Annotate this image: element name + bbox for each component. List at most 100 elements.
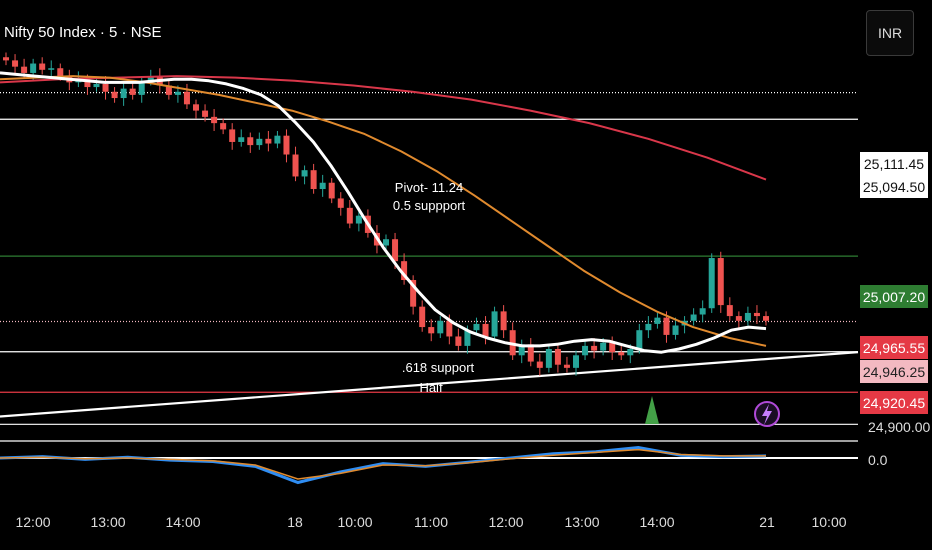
trend-line bbox=[0, 351, 859, 418]
candle-body bbox=[93, 83, 100, 88]
candle-body bbox=[699, 308, 706, 315]
price-label-24900: 24,900.00 bbox=[868, 419, 931, 435]
x-tick-label: 21 bbox=[759, 514, 775, 530]
candle-body bbox=[735, 316, 742, 321]
candle-body bbox=[536, 361, 543, 368]
candle-body bbox=[545, 349, 552, 368]
candle-body bbox=[346, 207, 353, 224]
candle-body bbox=[591, 345, 598, 351]
x-tick-label: 10:00 bbox=[811, 514, 847, 530]
x-tick-label: 12:00 bbox=[488, 514, 524, 530]
candle-body bbox=[102, 83, 109, 92]
candle-body bbox=[582, 345, 589, 356]
candle-body bbox=[527, 344, 534, 362]
x-tick-label: 14:00 bbox=[639, 514, 675, 530]
candle-body bbox=[129, 88, 136, 95]
x-tick-label: 13:00 bbox=[90, 514, 126, 530]
candle-body bbox=[708, 258, 715, 309]
price-tag-24920: 24,920.45 bbox=[860, 391, 928, 414]
price-tag-25007: 25,007.20 bbox=[860, 285, 928, 308]
candle-body bbox=[600, 342, 607, 351]
candle-body bbox=[174, 91, 181, 95]
candle-body bbox=[138, 80, 145, 95]
candle-body bbox=[753, 312, 760, 317]
price-tag-25111: 25,111.45 bbox=[860, 152, 928, 175]
candle-body bbox=[428, 327, 435, 334]
candle-body bbox=[30, 63, 37, 73]
candle-body bbox=[355, 215, 362, 224]
candle-body bbox=[663, 317, 670, 335]
ma-mid-line bbox=[0, 75, 767, 347]
candle-body bbox=[265, 138, 272, 144]
candle-body bbox=[229, 129, 236, 142]
candle-body bbox=[12, 60, 19, 67]
candle-body bbox=[383, 239, 389, 246]
candle-body bbox=[183, 91, 190, 105]
candle-body bbox=[274, 135, 281, 144]
candle-body bbox=[292, 154, 299, 177]
candle-body bbox=[464, 330, 471, 346]
currency-button[interactable]: INR bbox=[866, 10, 914, 56]
candle-body bbox=[84, 79, 91, 88]
candle-body bbox=[419, 306, 426, 328]
x-tick-label: 18 bbox=[287, 514, 303, 530]
half-annotation: Half bbox=[419, 380, 443, 395]
candle-body bbox=[717, 258, 724, 306]
candle-body bbox=[111, 91, 118, 99]
ma-slow-line bbox=[0, 75, 767, 181]
candle-body bbox=[3, 57, 9, 61]
candle-body bbox=[410, 280, 417, 307]
price-tag-24946: 24,946.25 bbox=[860, 360, 928, 383]
candle-body bbox=[328, 182, 335, 199]
oscillator-series bbox=[0, 448, 766, 480]
candle-body bbox=[147, 76, 154, 81]
candle-body bbox=[283, 135, 290, 155]
oscillator-pane bbox=[0, 440, 858, 485]
candle-body bbox=[401, 261, 408, 280]
moving-average-lines bbox=[0, 71, 767, 354]
candle-body bbox=[392, 239, 399, 262]
buy-signal-marker bbox=[645, 396, 659, 424]
candle-body bbox=[337, 198, 344, 208]
candle-body bbox=[500, 311, 507, 331]
candle-body bbox=[446, 320, 453, 337]
candle-body bbox=[120, 88, 127, 99]
candle-body bbox=[609, 342, 616, 353]
support-05-annotation: 0.5 suppport bbox=[392, 198, 466, 213]
x-tick-label: 14:00 bbox=[165, 514, 201, 530]
price-tag-24965: 24,965.55 bbox=[860, 336, 928, 359]
candle-body bbox=[744, 312, 751, 321]
ma-fast-line bbox=[0, 71, 767, 354]
candle-body bbox=[618, 352, 625, 356]
candle-body bbox=[165, 85, 172, 95]
candle-body bbox=[238, 137, 245, 142]
lightning-icon bbox=[762, 404, 772, 425]
candle-body bbox=[437, 320, 444, 334]
candle-body bbox=[247, 137, 254, 146]
candle-body bbox=[57, 68, 64, 77]
candle-body bbox=[473, 323, 480, 331]
candle-body bbox=[301, 170, 308, 177]
candlestick-series bbox=[3, 52, 769, 376]
pivot-annotation: Pivot- 11.24 bbox=[394, 180, 464, 195]
x-tick-label: 10:00 bbox=[337, 514, 373, 530]
candle-body bbox=[482, 323, 489, 337]
candle-body bbox=[573, 355, 579, 368]
candle-body bbox=[39, 63, 46, 70]
candle-body bbox=[554, 349, 561, 365]
candle-body bbox=[654, 317, 661, 324]
candle-body bbox=[690, 314, 697, 321]
candle-body bbox=[763, 316, 769, 321]
candle-body bbox=[319, 182, 326, 190]
candle-body bbox=[627, 349, 634, 356]
candle-body bbox=[518, 344, 525, 356]
candle-body bbox=[220, 123, 227, 130]
candle-body bbox=[636, 330, 643, 350]
horizontal-levels bbox=[0, 92, 859, 425]
x-tick-label: 11:00 bbox=[414, 514, 448, 530]
candle-body bbox=[563, 364, 570, 368]
candle-body bbox=[202, 110, 209, 117]
candle-body bbox=[455, 336, 462, 346]
chart-title: Nifty 50 Index · 5 · NSE bbox=[4, 24, 162, 41]
